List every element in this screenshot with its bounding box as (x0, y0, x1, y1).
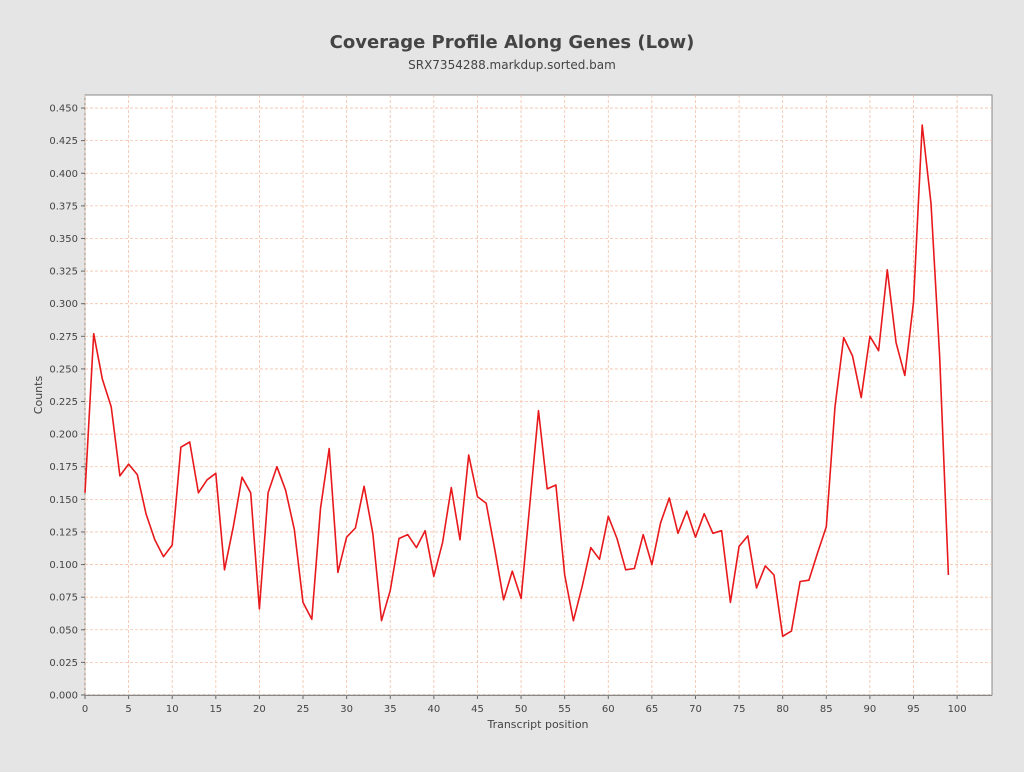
y-tick-label: 0.125 (49, 527, 78, 538)
y-tick-label: 0.100 (49, 560, 78, 571)
x-tick-label: 50 (515, 704, 528, 715)
y-tick-label: 0.225 (49, 397, 78, 408)
x-tick-label: 85 (820, 704, 833, 715)
x-tick-label: 40 (427, 704, 440, 715)
x-tick-label: 70 (689, 704, 702, 715)
series-layer (84, 124, 950, 638)
y-axis-label: Counts (32, 376, 45, 415)
x-tick-label: 100 (948, 704, 967, 715)
grid-layer (84, 95, 992, 696)
y-tick-label: 0.150 (49, 495, 78, 506)
y-tick-label: 0.000 (49, 691, 78, 702)
y-tick-label: 0.075 (49, 593, 78, 604)
x-tick-label: 10 (166, 704, 179, 715)
chart-title: Coverage Profile Along Genes (Low) (330, 32, 695, 53)
y-tick-label: 0.325 (49, 267, 78, 278)
x-tick-label: 15 (209, 704, 222, 715)
x-tick-label: 20 (253, 704, 266, 715)
y-tick-label: 0.350 (49, 234, 78, 245)
x-tick-label: 30 (340, 704, 353, 715)
chart-subtitle: SRX7354288.markdup.sorted.bam (408, 58, 616, 72)
x-tick-label: 60 (602, 704, 615, 715)
y-tick-label: 0.375 (49, 201, 78, 212)
x-tick-label: 75 (733, 704, 746, 715)
y-tick-label: 0.300 (49, 299, 78, 310)
y-tick-label: 0.450 (49, 104, 78, 115)
x-tick-label: 65 (646, 704, 659, 715)
y-tick-label: 0.200 (49, 430, 78, 441)
y-tick-label: 0.250 (49, 364, 78, 375)
x-axis: 0 5 10 15 20 25 30 35 40 45 50 55 60 65 70 75 80 85 90 95 10… (82, 695, 992, 715)
x-tick-label: 95 (907, 704, 920, 715)
x-tick-label: 55 (558, 704, 571, 715)
x-tick-label: 0 (82, 704, 88, 715)
x-tick-label: 5 (125, 704, 131, 715)
x-axis-label: Transcript position (486, 718, 588, 731)
x-tick-label: 80 (776, 704, 789, 715)
y-tick-label: 0.025 (49, 658, 78, 669)
series-line (84, 124, 950, 638)
y-tick-label: 0.400 (49, 169, 78, 180)
y-tick-label: 0.175 (49, 462, 78, 473)
y-axis: 0.000 0.025 0.050 0.075 0.100 0.125 0.150 0.175… (49, 104, 85, 702)
x-tick-label: 45 (471, 704, 484, 715)
plot-area (84, 94, 993, 696)
x-tick-label: 25 (297, 704, 310, 715)
x-tick-label: 90 (864, 704, 877, 715)
x-tick-label: 35 (384, 704, 397, 715)
y-tick-label: 0.425 (49, 136, 78, 147)
y-tick-label: 0.275 (49, 332, 78, 343)
y-tick-label: 0.050 (49, 625, 78, 636)
